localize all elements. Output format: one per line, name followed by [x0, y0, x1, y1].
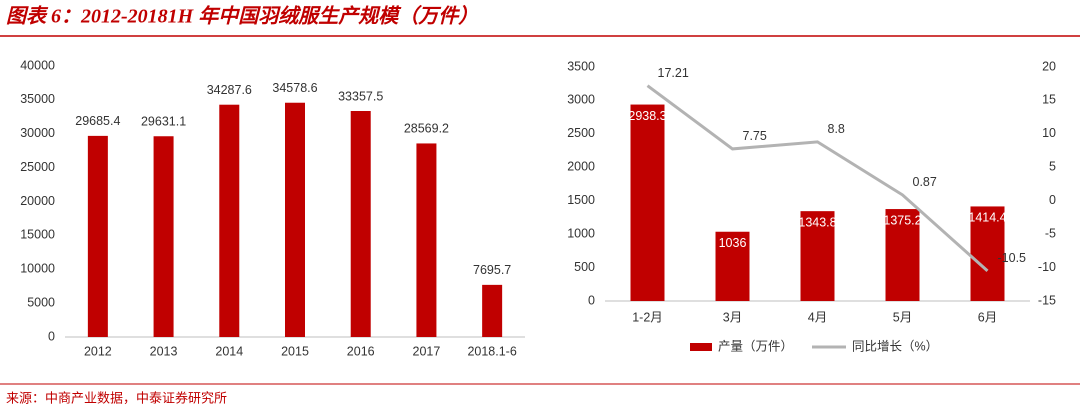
- y2-tick-label: -15: [1038, 293, 1056, 307]
- y-tick-label: 25000: [20, 160, 55, 174]
- x-tick-label: 4月: [808, 310, 827, 324]
- y-tick-label: 35000: [20, 92, 55, 106]
- bar: [416, 143, 437, 337]
- y-tick-label: 15000: [20, 228, 55, 242]
- data-label: 8.8: [828, 122, 845, 136]
- x-tick-label: 2013: [150, 344, 178, 358]
- data-label: 1343.8: [798, 215, 836, 229]
- x-tick-label: 2018.1-6: [467, 344, 516, 358]
- data-label: 17.21: [658, 66, 689, 80]
- data-label: 2938.3: [628, 109, 666, 123]
- data-label: 7695.7: [473, 263, 511, 277]
- legend-swatch: [690, 343, 712, 351]
- bar: [219, 104, 240, 337]
- x-tick-label: 6月: [978, 310, 997, 324]
- y2-tick-label: -5: [1045, 226, 1056, 240]
- x-tick-label: 2014: [215, 344, 243, 358]
- bar: [970, 206, 1005, 301]
- data-label: 33357.5: [338, 89, 383, 103]
- y-tick-label: 10000: [20, 262, 55, 276]
- y2-tick-label: 20: [1042, 59, 1056, 73]
- legend-label: 产量（万件）: [718, 339, 793, 353]
- data-label: 34578.6: [272, 81, 317, 95]
- data-label: 29685.4: [75, 114, 120, 128]
- y-tick-label: 3000: [567, 93, 595, 107]
- data-label: 7.75: [743, 129, 767, 143]
- source: 来源：中商产业数据，中泰证券研究所: [6, 390, 227, 405]
- legend-label: 同比增长（%）: [852, 338, 938, 353]
- y-tick-label: 20000: [20, 194, 55, 208]
- y-tick-label: 1000: [567, 226, 595, 240]
- y-tick-label: 2000: [567, 160, 595, 174]
- y2-tick-label: 10: [1042, 126, 1056, 140]
- bar: [350, 111, 371, 338]
- x-tick-label: 1-2月: [632, 310, 663, 324]
- data-label: 0.87: [913, 175, 937, 189]
- x-tick-label: 2017: [413, 344, 441, 358]
- y-tick-label: 30000: [20, 126, 55, 140]
- data-label: 1375.2: [883, 213, 921, 227]
- data-label: 28569.2: [404, 122, 449, 136]
- bar: [153, 136, 174, 337]
- y-tick-label: 0: [48, 329, 55, 343]
- bar: [885, 209, 920, 301]
- data-label: 34287.6: [207, 83, 252, 97]
- y-tick-label: 2500: [567, 126, 595, 140]
- y2-tick-label: -10: [1038, 260, 1056, 274]
- bar: [87, 135, 108, 337]
- bar: [482, 284, 503, 337]
- data-label: 29631.1: [141, 115, 186, 129]
- data-label: 1036: [719, 236, 747, 250]
- y-tick-label: 0: [588, 293, 595, 307]
- x-tick-label: 5月: [893, 310, 912, 324]
- y-tick-label: 5000: [27, 295, 55, 309]
- data-label: -10.5: [998, 251, 1027, 265]
- y-tick-label: 1500: [567, 193, 595, 207]
- y-tick-label: 500: [574, 260, 595, 274]
- bar: [285, 102, 305, 338]
- x-tick-label: 2015: [281, 344, 309, 358]
- x-tick-label: 2016: [347, 344, 375, 358]
- x-tick-label: 2012: [84, 344, 112, 358]
- data-label: 1414.4: [968, 211, 1006, 225]
- y2-tick-label: 0: [1049, 193, 1056, 207]
- bar: [800, 211, 835, 301]
- x-tick-label: 3月: [723, 310, 742, 324]
- y-tick-label: 40000: [20, 58, 55, 72]
- y2-tick-label: 15: [1042, 93, 1056, 107]
- bar: [630, 104, 665, 302]
- bar: [715, 231, 750, 301]
- page-title: 图表 6：2012-20181H 年中国羽绒服生产规模（万件）: [6, 5, 478, 28]
- line: [646, 84, 989, 273]
- y2-tick-label: 5: [1049, 160, 1056, 174]
- y-tick-label: 3500: [567, 59, 595, 73]
